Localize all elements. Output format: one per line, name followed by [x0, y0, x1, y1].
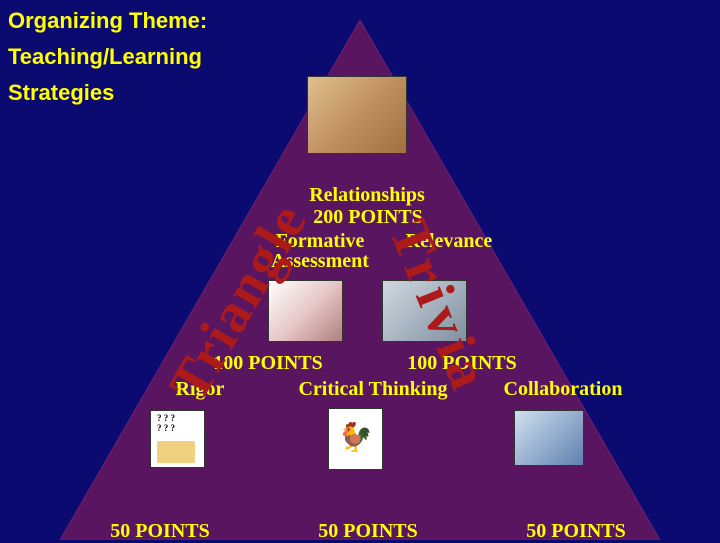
header-block: Organizing Theme: Teaching/Learning Stra…: [8, 8, 207, 106]
apex-image: [307, 76, 407, 154]
bottom-left-image: [150, 410, 205, 468]
bottom-mid-image: [328, 408, 383, 470]
header-line-1: Organizing Theme:: [8, 8, 207, 34]
label-collaboration: Collaboration: [488, 378, 638, 401]
header-line-3: Strategies: [8, 80, 207, 106]
header-line-2: Teaching/Learning: [8, 44, 207, 70]
label-relationships: Relationships: [302, 184, 432, 207]
label-critical: Critical Thinking: [288, 378, 458, 401]
bottom-right-image: [514, 410, 584, 466]
